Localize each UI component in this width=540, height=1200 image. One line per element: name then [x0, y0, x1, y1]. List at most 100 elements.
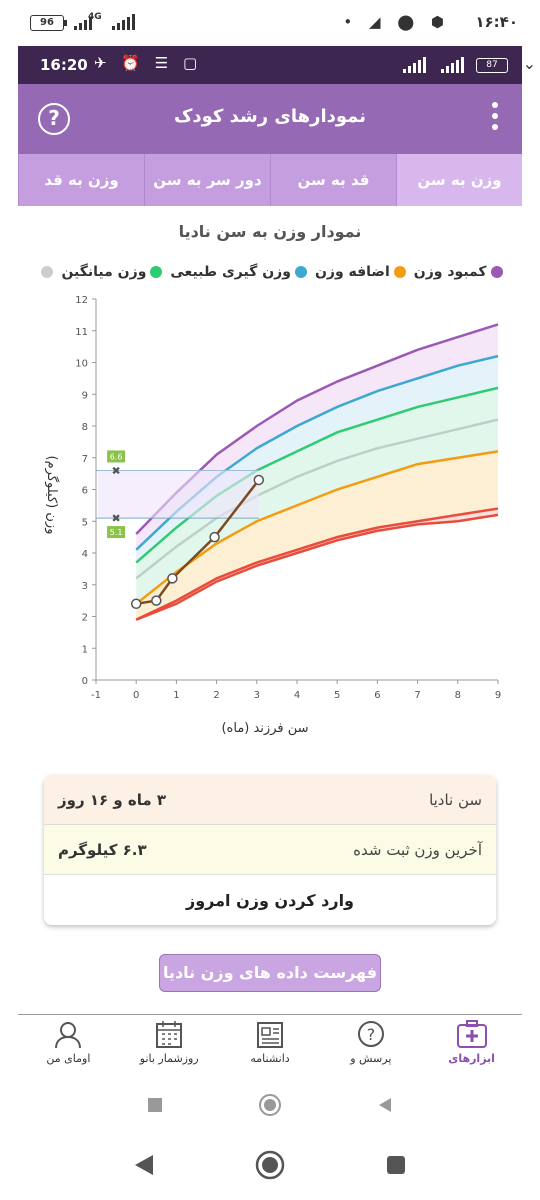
x-tick-label: 1 — [173, 690, 179, 701]
y-tick-label: 6 — [82, 486, 88, 497]
y-tick-label: 5 — [82, 517, 88, 528]
legend-label: وزن میانگین — [61, 264, 147, 280]
y-tick-label: 11 — [75, 327, 88, 338]
chart-title: نمودار وزن به سن نادیا — [178, 222, 362, 241]
nav-calendar[interactable]: روزشمار بانو — [119, 1015, 220, 1076]
y-tick-label: 9 — [82, 390, 88, 401]
tab-weight-age[interactable]: وزن به سن — [396, 154, 522, 206]
nav-profile[interactable]: اومای من — [18, 1015, 119, 1076]
more-vert-icon[interactable] — [492, 102, 500, 135]
chart-legend: کمبود وزن اضافه وزن وزن گیری طبیعی وزن م… — [18, 264, 522, 280]
inner-status-icons: ✈ ⏰ ☰ ▢ — [94, 54, 203, 72]
ref-badge-label: 6.6 — [110, 452, 123, 461]
child-weight-point — [130, 598, 142, 610]
weight-list-button[interactable]: فهرست داده های وزن نادیا — [159, 954, 381, 992]
medical-kit-icon — [456, 1020, 487, 1048]
nav-questions[interactable]: ? پرسش و — [320, 1015, 421, 1076]
tab-weight-height[interactable]: وزن به قد — [18, 154, 144, 206]
profile-icon — [55, 1022, 82, 1049]
chart-ref-marks: ✖ 6.6 ✖ 5.1 — [96, 450, 259, 539]
bottom-nav: ابزارهای ? پرسش و دانشنامه روزشمار بانو … — [18, 1014, 522, 1076]
legend-item[interactable]: اضافه وزن — [315, 264, 406, 280]
age-label: سن نادیا — [429, 790, 482, 809]
nav-encyclopedia[interactable]: دانشنامه — [220, 1015, 321, 1076]
y-tick-label: 1 — [82, 644, 88, 655]
tab-head-age[interactable]: دور سر به سن — [144, 154, 270, 206]
chart-grid — [92, 298, 499, 684]
inner-clock: 16:20 — [40, 56, 88, 74]
inner-battery: 87 — [476, 58, 508, 73]
ref-badge-label: 5.1 — [110, 528, 123, 537]
legend-dot — [294, 266, 307, 278]
ref-area — [98, 470, 259, 519]
legend-item[interactable]: وزن گیری طبیعی — [170, 264, 307, 280]
calendar-icon — [156, 1021, 183, 1048]
legend-item[interactable]: وزن میانگین — [61, 264, 163, 280]
legend-item[interactable] — [37, 264, 54, 280]
y-tick-label: 3 — [82, 581, 88, 592]
x-tick-label: 0 — [133, 690, 139, 701]
legend-item[interactable]: کمبود وزن — [414, 264, 503, 280]
curve-p1 — [135, 513, 499, 621]
back-icon-2[interactable] — [133, 1154, 155, 1176]
tab-height-age[interactable]: قد به سن — [270, 154, 396, 206]
chart-tabs: وزن به سن قد به سن دور سر به سن وزن به ق… — [18, 154, 522, 206]
y-tick-label: 4 — [82, 549, 88, 560]
signal-icon — [74, 14, 92, 30]
y-tick-label: 12 — [75, 295, 88, 306]
x-tick-label: 4 — [294, 690, 300, 701]
battery-indicator: 96 — [30, 15, 64, 31]
home-icon[interactable] — [258, 1093, 282, 1117]
back-icon[interactable] — [377, 1097, 393, 1113]
x-tick-label: 7 — [414, 690, 420, 701]
battery-tip — [64, 20, 67, 26]
status-icons: • ◢ ⬤ ⬢ — [343, 13, 450, 31]
age-row: سن نادیا ۳ ماه و ۱۶ روز — [44, 775, 496, 825]
page-title: نمودارهای رشد کودک — [173, 106, 367, 127]
nav-tools-label: ابزارهای — [448, 1052, 495, 1065]
chart-band — [136, 387, 498, 579]
question-bubble-icon: ? — [357, 1021, 384, 1047]
y-tick-label: 7 — [82, 454, 88, 465]
chart-band — [136, 419, 498, 604]
weight-label: آخرین وزن ثبت شده — [353, 840, 482, 859]
signal-icon-4 — [441, 57, 464, 73]
ref-badge — [107, 450, 126, 463]
y-tick-label: 10 — [75, 359, 88, 370]
chevron-down-icon[interactable]: ⌄ — [522, 54, 536, 73]
x-tick-label: 8 — [455, 690, 461, 701]
chart-band — [136, 356, 498, 563]
legend-dot — [490, 266, 503, 278]
x-tick-label: -1 — [91, 690, 101, 701]
child-weight-point — [151, 595, 162, 606]
legend-label: اضافه وزن — [314, 264, 390, 280]
curve-p15 — [135, 450, 499, 605]
x-tick-label: 5 — [334, 690, 340, 701]
recents-icon[interactable] — [147, 1097, 163, 1113]
legend-label: کمبود وزن — [413, 264, 487, 280]
x-axis-label: سن فرزند (ماه) — [221, 721, 308, 736]
weight-value: ۶.۳ کیلوگرم — [58, 840, 147, 859]
ref-x-mark: ✖ — [111, 464, 120, 477]
enter-weight-button[interactable]: وارد کردن وزن امروز — [44, 875, 496, 925]
x-tick-label: 6 — [374, 690, 380, 701]
chart-band — [136, 451, 498, 620]
nav-calendar-label: روزشمار بانو — [139, 1052, 199, 1065]
nav-encyclopedia-label: دانشنامه — [250, 1052, 290, 1065]
nav-tools[interactable]: ابزارهای — [421, 1015, 522, 1076]
outer-system-nav — [0, 1140, 540, 1190]
info-card: سن نادیا ۳ ماه و ۱۶ روز آخرین وزن ثبت شد… — [44, 775, 496, 925]
x-tick-label: 9 — [495, 690, 501, 701]
network-type: 4G — [88, 12, 102, 22]
legend-dot — [393, 266, 406, 278]
y-axis-label: وزن (کیلوگرم) — [44, 456, 60, 535]
question-circle-icon[interactable]: ? — [38, 103, 70, 135]
home-icon-2[interactable] — [255, 1150, 285, 1180]
legend-dot — [150, 266, 163, 278]
legend-dot — [41, 266, 54, 278]
recents-icon-2[interactable] — [385, 1154, 407, 1176]
outer-status-bar: 96 4G • ◢ ⬤ ⬢ ۱۶:۴۰ — [0, 0, 540, 46]
ref-x-mark: ✖ — [111, 512, 120, 525]
